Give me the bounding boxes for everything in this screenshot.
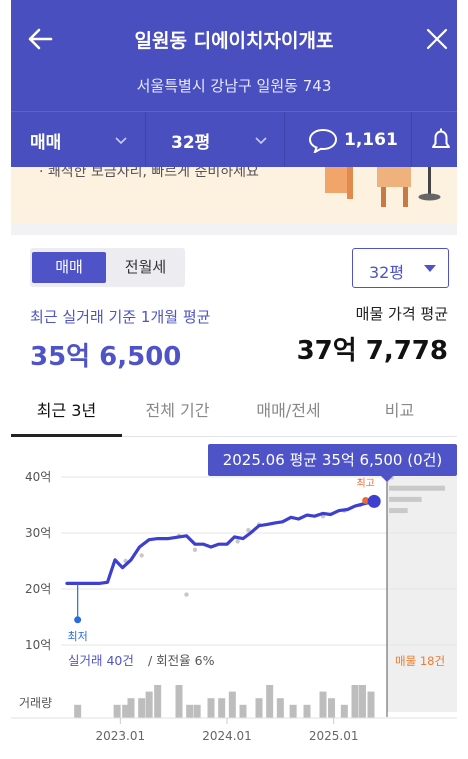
y-axis-labels: 40억 30억 20억 10억 [25,470,51,652]
trade-type-toggle: 매매 전월세 [30,248,185,287]
current-price-marker [367,494,381,508]
volume-bar [328,698,336,718]
banner-text: · 쾌적한 보금자리, 빠르게 준비하세요 [39,167,259,180]
volume-bar [122,704,130,718]
trade-point [235,539,240,544]
volume-bar [276,698,284,718]
volume-bar [127,698,135,718]
bell-icon[interactable] [427,126,455,154]
tab-recent-3y[interactable]: 최근 3년 [36,401,97,420]
recent-average-label: 최근 실거래 기준 1개월 평균 [30,308,211,326]
volume-bar [138,698,146,718]
promo-banner[interactable]: · 쾌적한 보금자리, 빠르게 준비하세요 [11,167,457,223]
volume-bar [218,698,226,718]
chevron-down-icon [115,137,127,145]
section-divider [11,223,457,235]
app-frame: 일원동 디에이치자이개포 서울특별시 강남구 일원동 743 매매 32평 1,… [11,0,457,759]
volume-bar [303,704,311,718]
toggle-rent[interactable]: 전월세 [124,258,167,276]
active-tab-indicator [11,434,122,437]
dropdown-triangle-icon [424,265,436,272]
volume-bar [239,704,247,718]
y-tick-label: 10억 [25,638,51,652]
volume-bar [266,685,274,718]
listing-histogram-bar [389,485,445,491]
x-tick-label: 2024.01 [202,729,252,743]
y-tick-label: 40억 [25,470,51,484]
volume-bar [367,691,375,718]
listing-histogram-bar [389,508,408,514]
volume-bar [228,691,236,718]
volume-bar [193,704,201,718]
x-tick-label: 2023.01 [96,729,146,743]
trade-scatter-points [123,502,363,597]
max-price-label: 최고 [356,478,374,490]
volume-bar [255,698,263,718]
listing-count-label: 매물 18건 [395,654,445,668]
comments-button[interactable]: 1,161 [308,112,398,168]
toggle-sale[interactable]: 매매 [32,252,106,283]
volume-bar [145,691,153,718]
page-title: 일원동 디에이치자이개포 [134,30,334,52]
listing-histogram-bar [389,496,422,502]
comments-count: 1,161 [344,130,398,150]
price-tooltip: 2025.06 평균 35억 6,500 (0건) [208,444,457,476]
size-select[interactable]: 32평 [352,248,449,288]
trade-count-label: 실거래 40건 [68,653,134,668]
volume-bar [358,685,366,718]
listing-average-label: 매물 가격 평균 [355,305,448,323]
trade-point [184,592,189,597]
tab-sale-vs-lease[interactable]: 매매/전세 [256,401,321,420]
volume-bar [207,698,215,718]
volume-bar [351,685,359,718]
volume-bar [340,704,348,718]
y-tick-label: 30억 [25,526,51,540]
volume-bar [289,704,297,718]
turnover-label: / 회전율 6% [148,653,215,668]
min-price-label: 최저 [68,630,88,643]
listing-average-value: 37억 7,778 [296,336,448,366]
size-select-value: 32평 [369,263,405,282]
period-tabs: 최근 3년 전체 기간 매매/전세 비교 [11,385,457,437]
volume-bar [175,685,183,718]
volume-label: 거래량 [19,696,52,710]
average-price-line [65,499,376,585]
volume-bar [319,691,327,718]
x-axis-labels: 2023.01 2024.01 2025.01 [96,718,359,743]
size-dropdown[interactable]: 32평 [171,112,210,168]
listing-zone-background [387,477,457,712]
volume-bar [186,704,194,718]
recent-average-value: 35억 6,500 [30,342,182,372]
chevron-down-icon [255,137,267,145]
tab-compare[interactable]: 비교 [384,401,415,420]
furniture-illustration [325,167,441,207]
volume-bar [154,685,162,718]
filter-bar: 매매 32평 1,161 [11,111,457,168]
deal-type-label: 매매 [30,132,62,153]
volume-bars [74,685,375,718]
max-price-marker [362,497,370,505]
tooltip-arrow [381,476,393,482]
tab-all-period[interactable]: 전체 기간 [145,401,210,420]
trade-point [192,547,198,552]
trade-point [139,553,144,558]
y-tick-label: 20억 [25,582,51,596]
volume-bar [74,704,82,718]
trade-point [246,528,251,533]
price-chart[interactable]: 40억 30억 20억 10억 최저 최고 실거래 40건 / 회전율 6% 매물 1… [11,437,457,759]
close-icon[interactable] [425,27,449,51]
header: 일원동 디에이치자이개포 서울특별시 강남구 일원동 743 [11,0,457,111]
size-label: 32평 [171,132,211,153]
min-price-marker [74,616,82,624]
comment-icon [308,128,338,153]
address: 서울특별시 강남구 일원동 743 [136,77,332,95]
x-tick-label: 2025.01 [309,729,359,743]
back-arrow-icon[interactable] [26,25,54,53]
volume-bar [113,704,121,718]
deal-type-dropdown[interactable]: 매매 [30,112,61,168]
